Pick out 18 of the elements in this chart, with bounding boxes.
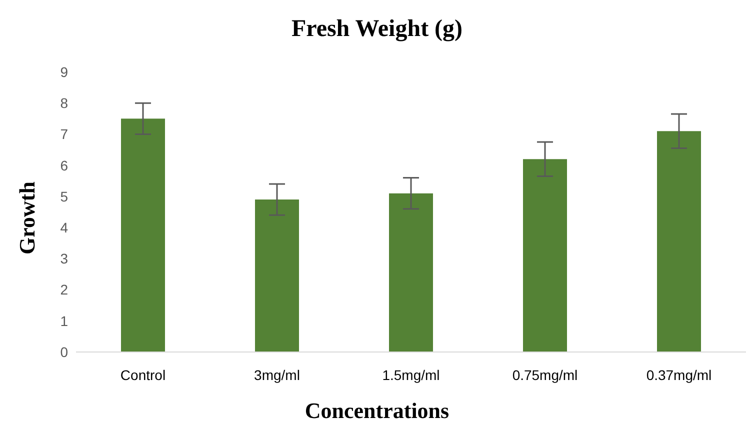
x-tick-label: 1.5mg/ml (382, 366, 440, 383)
y-tick-label: 0 (60, 344, 68, 360)
y-tick-label: 2 (60, 282, 68, 298)
chart-title: Fresh Weight (g) (290, 15, 464, 44)
y-tick-label: 3 (60, 250, 68, 267)
y-tick-label: 9 (60, 64, 68, 80)
x-tick-label: 0.37mg/ml (646, 366, 712, 383)
y-tick-label: 5 (60, 188, 68, 204)
y-tick-label: 1 (60, 312, 68, 329)
y-tick-label: 7 (60, 126, 68, 142)
y-tick-label: 6 (60, 157, 68, 174)
y-tick-label: 8 (60, 95, 68, 112)
y-axis-title: Growth (14, 182, 40, 254)
x-tick-label: 0.75mg/ml (512, 366, 578, 383)
x-tick-label: 3mg/ml (254, 366, 300, 383)
y-tick-label: 4 (60, 220, 68, 236)
x-tick-label: Control (120, 366, 166, 383)
x-axis-title: Concentrations (304, 398, 450, 424)
